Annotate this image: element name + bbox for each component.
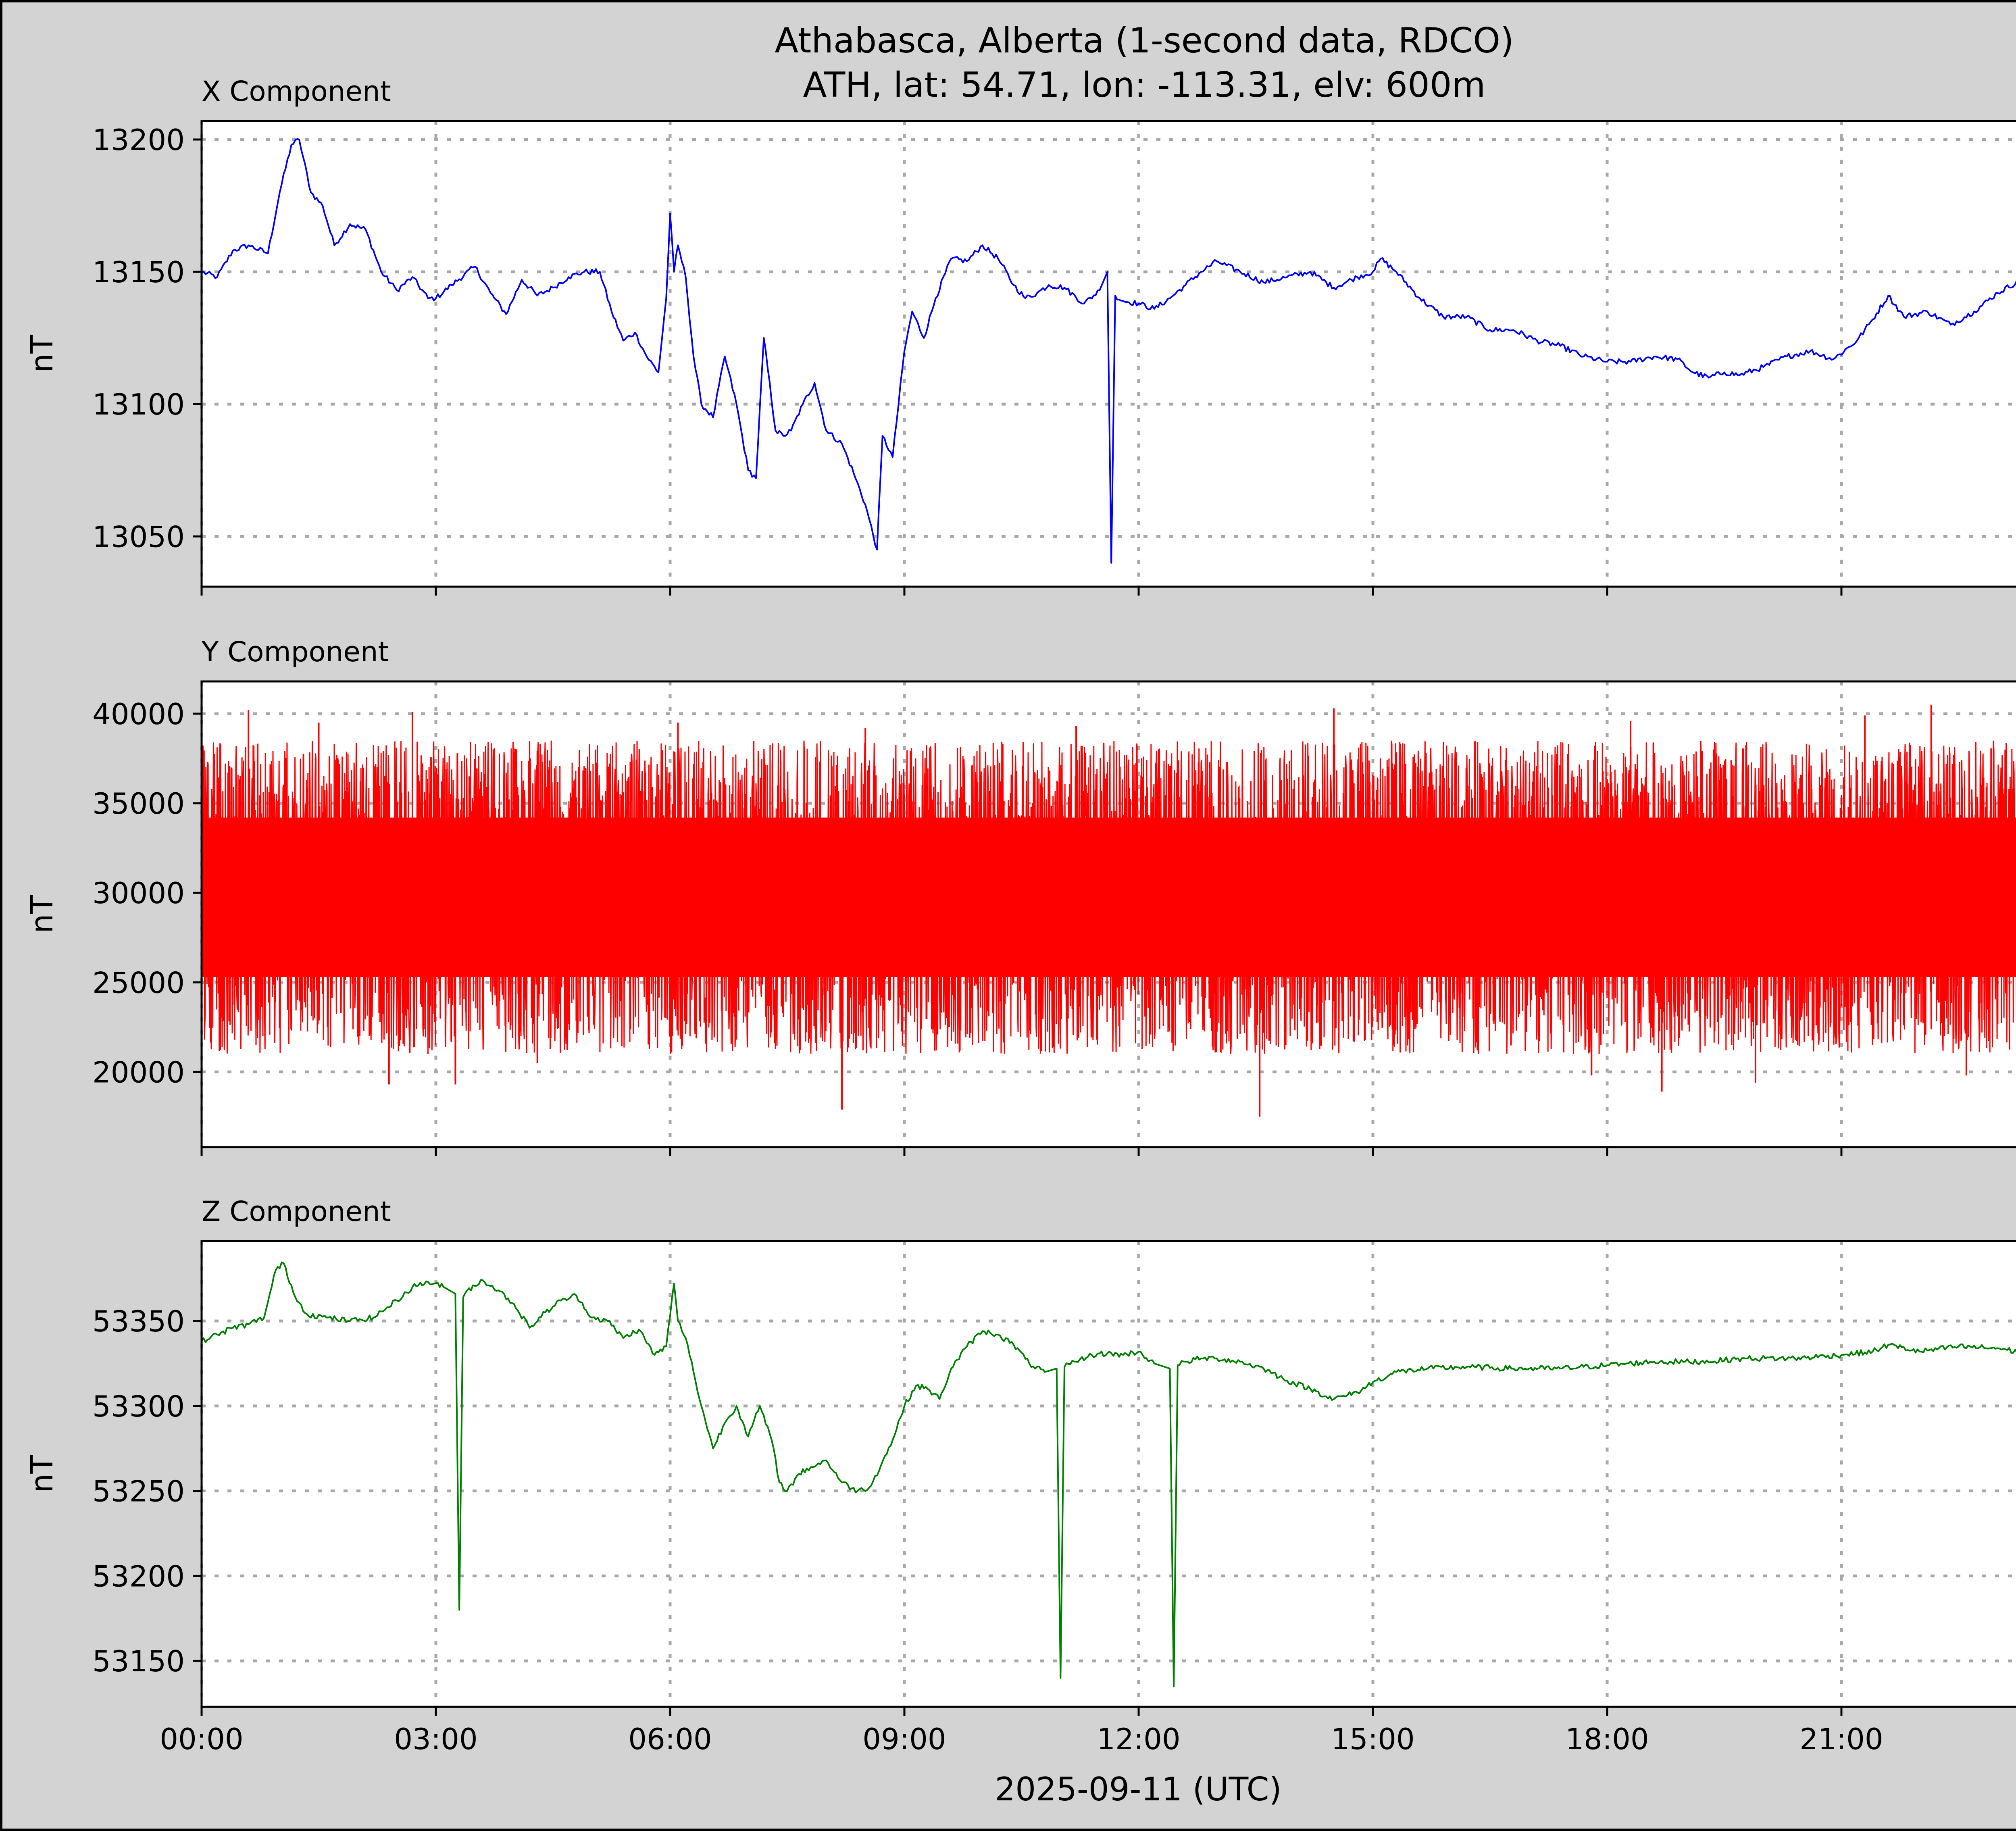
series-group xyxy=(202,138,2016,564)
z-component-panel: 53150 53200 53250 53300 53350 00:00 03:00 06:00… xyxy=(24,1196,2016,1756)
y-tick-label: 53350 xyxy=(92,1304,185,1338)
y-tick-label: 30000 xyxy=(92,876,185,910)
y-tick-label: 35000 xyxy=(92,787,185,821)
y-tick-label: 13150 xyxy=(92,255,185,289)
plot-area xyxy=(202,1241,2016,1707)
x-tick-label: 03:00 xyxy=(394,1722,478,1756)
y-axis-label: nT xyxy=(24,1455,60,1493)
x-tick-label: 06:00 xyxy=(628,1722,712,1756)
panel-title: Y Component xyxy=(201,636,389,668)
series-line xyxy=(202,138,2016,564)
y-tick-label: 20000 xyxy=(92,1055,185,1089)
series-group xyxy=(202,704,2016,1117)
x-tick-label: 15:00 xyxy=(1331,1722,1415,1756)
y-tick-label: 13050 xyxy=(92,520,185,554)
y-component-panel: 20000 25000 30000 35000 40000 Y Component nT xyxy=(24,636,2016,1156)
panel-title: Z Component xyxy=(202,1196,391,1228)
x-tick-label: 12:00 xyxy=(1097,1722,1181,1756)
y-tick-label: 13100 xyxy=(92,387,185,421)
panel-title: X Component xyxy=(202,75,391,108)
y-tick-label: 53150 xyxy=(92,1644,185,1678)
y-tick-label: 40000 xyxy=(92,697,185,731)
figure-subtitle: ATH, lat: 54.71, lon: -113.31, elv: 600m xyxy=(803,65,1486,105)
series-noise-core xyxy=(202,817,2016,977)
y-axis-label: nT xyxy=(24,895,60,933)
figure-title: Athabasca, Alberta (1-second data, RDCO) xyxy=(775,21,1514,61)
x-tick-label: 18:00 xyxy=(1565,1722,1649,1756)
series-group xyxy=(202,1261,2016,1687)
y-tick-label: 53200 xyxy=(92,1559,185,1593)
x-axis-label: 2025-09-11 (UTC) xyxy=(995,1771,1281,1808)
x-tick-label: 09:00 xyxy=(862,1722,946,1756)
y-tick-label: 53300 xyxy=(92,1389,185,1423)
x-tick-label: 21:00 xyxy=(1799,1722,1883,1756)
x-tick-label: 00:00 xyxy=(160,1722,244,1756)
y-axis-label: nT xyxy=(24,335,60,373)
y-tick-label: 53250 xyxy=(92,1475,185,1508)
series-line xyxy=(202,1261,2016,1687)
x-component-panel: 13050 13100 13150 13200 X Component nT xyxy=(24,75,2016,596)
y-tick-label: 13200 xyxy=(92,123,185,157)
y-tick-label: 25000 xyxy=(92,966,185,1000)
